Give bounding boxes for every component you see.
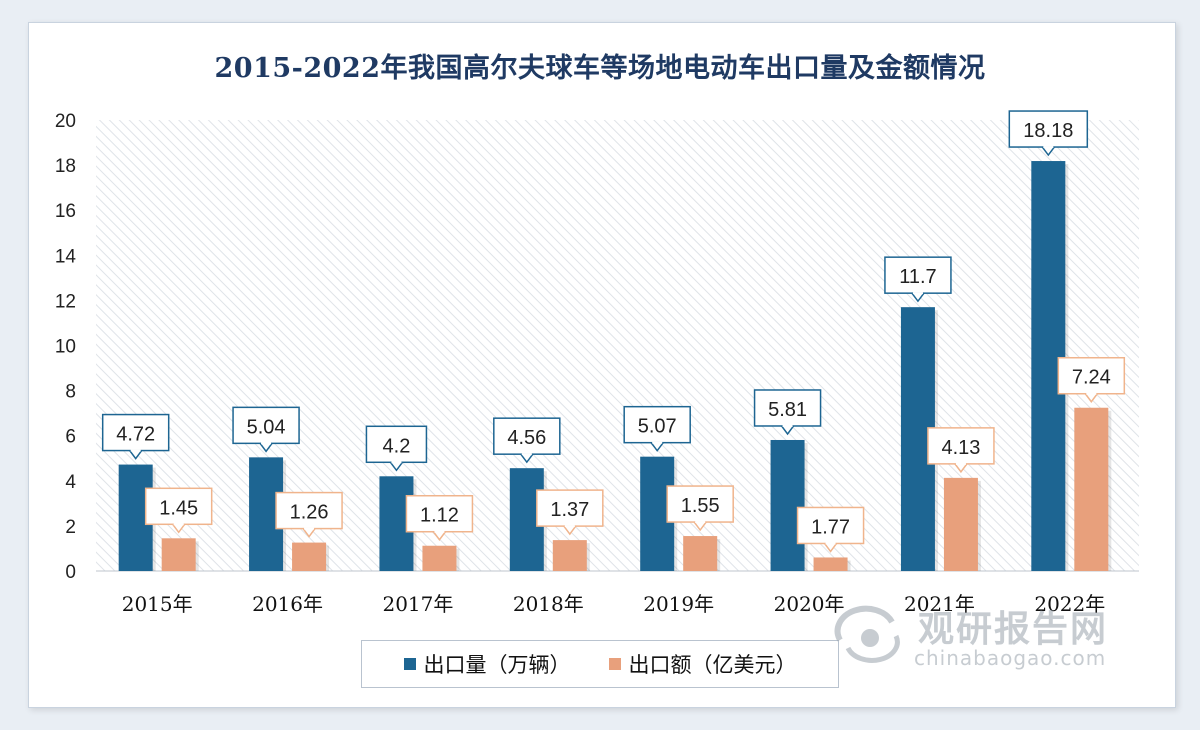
data-label-box (666, 485, 734, 523)
x-tick-label: 2020年 (774, 592, 845, 616)
data-label: 5.81 (768, 399, 807, 421)
y-tick-label: 10 (55, 337, 76, 358)
bar-export-value (552, 540, 587, 571)
data-label-pointer (259, 442, 273, 453)
x-tick-label: 2022年 (1034, 592, 1105, 616)
data-label-box (101, 413, 170, 452)
data-label: 4.2 (383, 435, 411, 457)
bar-export-value (161, 538, 196, 571)
data-label-box (144, 487, 213, 526)
legend-label-export-value: 出口额（亿美元） (628, 653, 797, 677)
bar-groups: 4.72 1.45 5.04 1.26 4.2 1.12 4.56 1.37 5.07 1.55 5… (101, 110, 1126, 571)
data-label-pointer (780, 425, 795, 436)
data-label-box (623, 405, 691, 444)
y-tick-label: 4 (65, 472, 76, 493)
data-label-pointer (823, 543, 838, 553)
data-label: 1.12 (420, 505, 459, 527)
y-tick-label: 8 (65, 382, 76, 403)
data-label-pointer (954, 463, 968, 474)
bar-export-value (1074, 407, 1109, 571)
legend: 出口量（万辆） 出口额（亿美元） (361, 640, 839, 688)
x-tick-label: 2018年 (513, 592, 584, 616)
data-label-box (796, 506, 865, 545)
data-label: 4.72 (116, 424, 155, 446)
data-label: 5.07 (638, 416, 677, 438)
data-label: 4.13 (941, 437, 980, 459)
bar-export-volume (770, 439, 805, 571)
watermark-text-en: chinabaogao.com (914, 646, 1107, 670)
data-label-pointer (1041, 146, 1055, 157)
data-label-pointer (693, 521, 707, 532)
data-label: 18.18 (1023, 120, 1073, 142)
x-tick-label: 2015年 (122, 592, 193, 616)
x-axis: 2015年 2016年 2017年 2018年 2019年 2020年 2021年 2022年 (122, 592, 1106, 616)
watermark-text-cn: 观研报告网 (918, 609, 1109, 650)
data-label-box (405, 494, 474, 533)
data-label-pointer (1084, 393, 1098, 403)
data-label-pointer (911, 292, 925, 303)
data-label: 7.24 (1072, 367, 1111, 389)
chart-title: 2015-2022年我国高尔夫球车等场地电动车出口量及金额情况 (214, 53, 986, 84)
data-label: 5.04 (247, 416, 286, 438)
bar-export-value (813, 557, 848, 571)
data-label-box (1057, 356, 1126, 395)
data-label: 1.55 (681, 495, 720, 517)
data-label: 1.77 (811, 516, 850, 538)
x-tick-label: 2019年 (643, 592, 714, 616)
bar-export-value (422, 545, 457, 571)
x-tick-label: 2016年 (252, 592, 323, 616)
data-label: 1.37 (550, 499, 589, 521)
data-label-box (1008, 110, 1089, 148)
data-label-box (753, 389, 822, 427)
data-label-pointer (389, 461, 404, 472)
y-axis: 0 2 4 6 8 10 12 14 16 18 20 (55, 111, 77, 583)
y-tick-label: 18 (55, 156, 76, 177)
data-label-box (275, 491, 343, 530)
y-tick-label: 12 (55, 291, 76, 312)
data-label-pointer (432, 531, 447, 541)
y-tick-label: 20 (55, 111, 76, 132)
x-tick-label: 2021年 (904, 592, 975, 616)
data-label-box (536, 489, 604, 527)
data-label-pointer (302, 528, 316, 538)
data-label: 4.56 (507, 427, 546, 449)
y-tick-label: 16 (55, 201, 76, 222)
data-label-pointer (563, 525, 577, 536)
data-label-box (884, 256, 952, 294)
data-label-pointer (650, 442, 664, 452)
y-tick-label: 2 (65, 517, 76, 538)
data-label-box (493, 417, 561, 455)
x-tick-label: 2017年 (382, 592, 453, 616)
legend-swatch-export-value (608, 658, 621, 670)
data-label-pointer (172, 523, 186, 534)
data-label-pointer (129, 450, 143, 460)
y-tick-label: 0 (65, 562, 76, 583)
legend-swatch-export-volume (403, 658, 416, 670)
data-label: 1.45 (159, 497, 198, 519)
data-label: 11.7 (899, 266, 936, 288)
watermark-logo-icon (834, 605, 900, 663)
bar-export-value (943, 477, 978, 571)
data-label-pointer (520, 453, 534, 464)
data-label: 1.26 (290, 502, 329, 524)
y-tick-label: 14 (55, 246, 77, 267)
legend-item-export-value: 出口额（亿美元） (608, 649, 797, 679)
legend-label-export-volume: 出口量（万辆） (423, 653, 571, 677)
y-tick-label: 6 (65, 427, 76, 448)
bar-export-value (683, 536, 718, 571)
data-label-box (365, 425, 428, 464)
bar-export-value (292, 542, 327, 571)
legend-item-export-volume: 出口量（万辆） (403, 649, 571, 679)
data-label-box (927, 427, 995, 465)
watermark: 观研报告网 chinabaogao.com (830, 598, 1160, 678)
